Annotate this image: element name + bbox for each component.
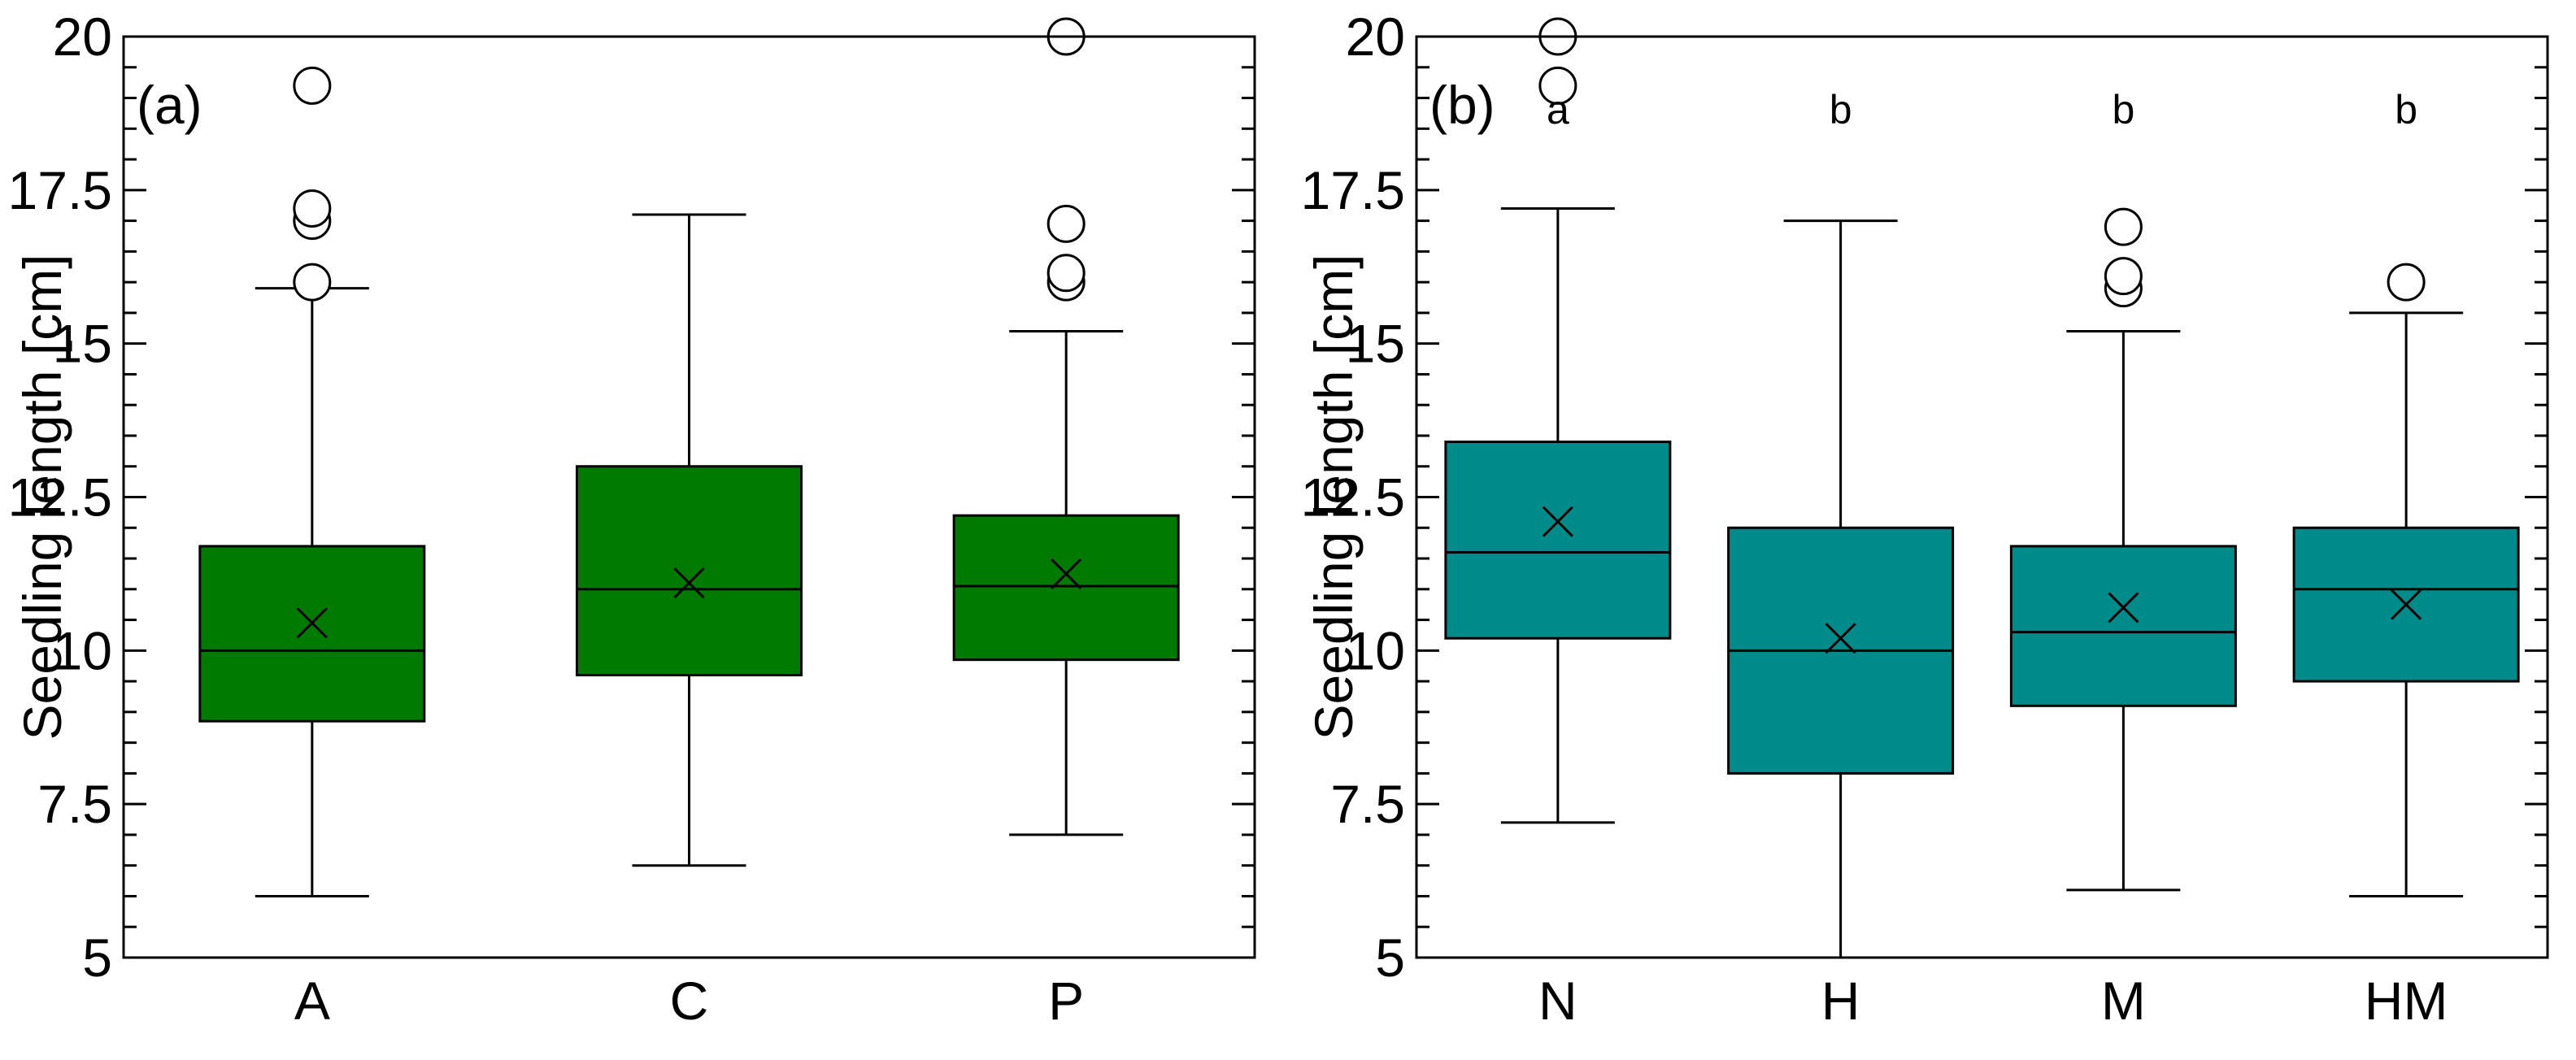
box-A — [198, 66, 426, 897]
y-tick-label: 7.5 — [1330, 774, 1405, 834]
outlier-point — [2104, 207, 2143, 246]
mean-marker — [1542, 506, 1573, 537]
mean-marker — [2391, 589, 2422, 620]
y-tick-label: 5 — [1375, 928, 1405, 988]
box-M — [2009, 207, 2237, 892]
outlier-point — [293, 66, 332, 105]
outlier-point — [293, 263, 332, 302]
x-tick-label: N — [1538, 971, 1577, 1031]
y-tick-label: 12.5 — [1301, 467, 1405, 528]
mean-marker — [2108, 592, 2139, 623]
y-tick-label: 20 — [1346, 7, 1405, 67]
plot-frame — [1415, 35, 2549, 959]
box-C — [576, 213, 803, 867]
y-tick-label: 15 — [1346, 314, 1405, 374]
x-tick-label: M — [2101, 971, 2146, 1031]
chart-panel-1: 5 7.5 10 12.5 15 17.5 20 Seedling length [cm] A C… — [8, 7, 1256, 1031]
x-tick-label: HM — [2365, 971, 2448, 1031]
x-tick-label: H — [1821, 971, 1860, 1031]
iqr-box — [1444, 441, 1672, 640]
significance-letter: b — [2395, 87, 2417, 132]
x-tick-label: C — [670, 971, 709, 1031]
iqr-box — [198, 545, 426, 723]
outlier-point — [1046, 204, 1086, 243]
x-tick-label: A — [294, 971, 330, 1031]
y-tick-label: 17.5 — [1301, 160, 1405, 220]
box-HM — [2292, 263, 2520, 897]
box-H — [1727, 219, 1955, 959]
y-tick-label: 15 — [53, 314, 112, 374]
outlier-point — [1538, 66, 1577, 105]
chart-panel-2: 5 7.5 10 12.5 15 17.5 20 Seedling length [cm] Na… — [1301, 7, 2549, 1031]
mean-marker — [1051, 558, 1082, 589]
x-tick-label: P — [1048, 971, 1084, 1031]
iqr-box — [2009, 545, 2237, 707]
significance-letter: b — [1830, 87, 1852, 132]
mean-marker — [1825, 623, 1856, 654]
box-P — [952, 17, 1180, 836]
outlier-point — [293, 189, 332, 228]
y-tick-label: 20 — [53, 7, 112, 67]
significance-letter: a — [1547, 87, 1569, 132]
mean-marker — [296, 607, 328, 639]
y-tick-label: 12.5 — [8, 467, 112, 528]
box-N — [1444, 17, 1672, 824]
iqr-box — [576, 465, 803, 677]
y-tick-label: 5 — [82, 928, 112, 988]
significance-letter: b — [2112, 87, 2134, 132]
outlier-point — [2104, 257, 2143, 296]
y-tick-label: 10 — [1346, 620, 1405, 680]
y-tick-label: 10 — [53, 620, 112, 680]
panel-label: (b) — [1429, 75, 1495, 135]
outlier-point — [2387, 263, 2426, 302]
iqr-box — [952, 514, 1180, 662]
y-axis-label: Seedling length [cm] — [1303, 254, 1364, 740]
plot-frame — [122, 35, 1256, 959]
outlier-point — [1046, 254, 1086, 293]
y-tick-label: 17.5 — [8, 160, 112, 220]
y-axis-label: Seedling length [cm] — [12, 254, 72, 740]
y-tick-label: 7.5 — [37, 774, 112, 834]
mean-marker — [673, 567, 705, 599]
panel-label: (a) — [137, 75, 202, 135]
